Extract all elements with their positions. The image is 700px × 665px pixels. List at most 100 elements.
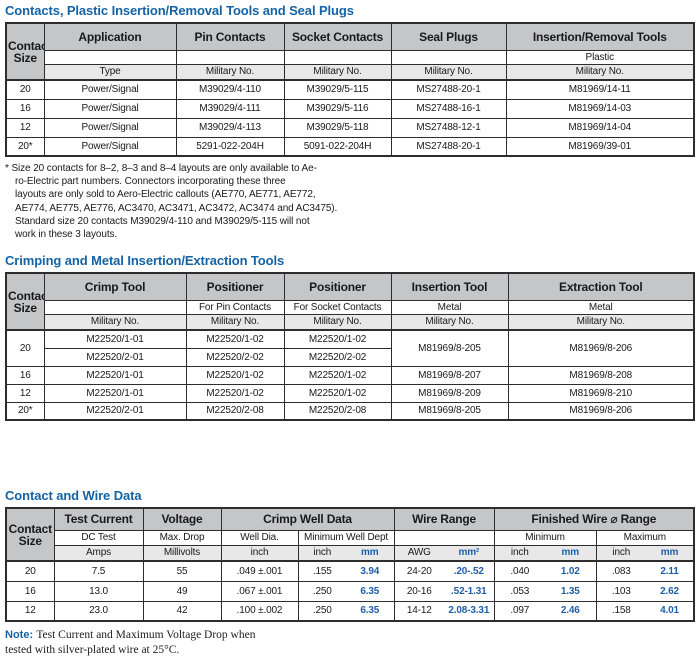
cell: 55	[142, 560, 222, 582]
cell: .158	[595, 600, 647, 622]
cell: M22520/1-02	[185, 329, 285, 349]
cell: M81969/8-206	[507, 401, 695, 421]
cell: .103	[595, 580, 647, 602]
column-header: Crimp Tool	[43, 272, 187, 301]
cell: MS27488-20-1	[390, 136, 507, 157]
contact-size-header: Contact Size	[5, 22, 45, 81]
cell: M81969/8-205	[390, 329, 509, 367]
cell: M22520/1-02	[185, 383, 285, 403]
table-row: 20* M22520/2-01 M22520/2-08 M22520/2-08 …	[5, 401, 695, 421]
table-crimping-tools: Contact Size Crimp Tool Positioner Posit…	[5, 272, 695, 421]
column-subheader: Military No.	[283, 63, 392, 81]
column-subheader: mm	[545, 544, 597, 562]
cell: Power/Signal	[43, 117, 177, 138]
column-subheader: Metal	[507, 299, 695, 315]
column-subheader: Military No.	[43, 313, 187, 331]
cell: 7.5	[53, 560, 144, 582]
cell: 16	[5, 365, 45, 385]
column-subheader: mm²	[444, 544, 495, 562]
section-title-contact-wire-data: Contact and Wire Data	[5, 488, 142, 503]
cell: 6.35	[346, 580, 395, 602]
cell: M22520/1-02	[283, 365, 392, 385]
column-subheader	[390, 49, 507, 65]
cell: 49	[142, 580, 222, 602]
footnote-line: ro-Electric part numbers. Connectors inc…	[15, 176, 286, 188]
table-row: 12 M22520/1-01 M22520/1-02 M22520/1-02 M…	[5, 383, 695, 403]
cell: 20*	[5, 136, 45, 157]
column-subheader: Max. Drop	[142, 529, 222, 546]
cell: M22520/2-08	[283, 401, 392, 421]
cell: M81969/8-210	[507, 383, 695, 403]
contact-size-line2: Size	[13, 50, 37, 65]
cell: 13.0	[53, 580, 144, 602]
contact-size-line1: Contact	[8, 288, 43, 303]
column-header: Extraction Tool	[507, 272, 695, 301]
footnote-line: layouts are only sold to Aero-Electric c…	[15, 189, 316, 201]
section-title-contacts-seal-plugs: Contacts, Plastic Insertion/Removal Tool…	[5, 3, 354, 18]
column-subheader	[43, 299, 187, 315]
table-row: 16 M22520/1-01 M22520/1-02 M22520/1-02 M…	[5, 365, 695, 385]
cell: .040	[493, 560, 546, 582]
cell: .52-1.31	[444, 580, 495, 602]
table-contacts-seal-plugs: Contact Size Application Pin Contacts So…	[5, 22, 695, 157]
column-subheader: Military No.	[505, 63, 695, 81]
column-header: Socket Contacts	[283, 22, 392, 51]
cell: .097	[493, 600, 546, 622]
cell: 42	[142, 600, 222, 622]
column-subheader: Military No.	[283, 313, 392, 331]
column-header: Pin Contacts	[175, 22, 285, 51]
cell: M81969/8-209	[390, 383, 509, 403]
footnote-line: AE774, AE775, AE776, AC3470, AC3471, AC3…	[15, 202, 338, 214]
contact-size-line2: Size	[18, 533, 42, 548]
cell: M81969/39-01	[505, 136, 695, 157]
column-header: Application	[43, 22, 177, 51]
cell: .155	[297, 560, 346, 582]
contact-size-line1: Contact	[8, 521, 52, 536]
contact-size-line1: Contact	[8, 38, 43, 53]
column-subheader: inch	[595, 544, 647, 562]
column-subheader: Minimum Well Dept	[297, 529, 395, 546]
section-contacts-seal-plugs: Contacts, Plastic Insertion/Removal Tool…	[5, 3, 695, 241]
cell: 12	[5, 117, 45, 138]
cell: .250	[297, 580, 346, 602]
cell: M22520/1-01	[43, 329, 187, 349]
table-row: 20 M22520/1-01 M22520/1-02 M22520/1-02 M…	[5, 329, 695, 367]
column-subheader: For Pin Contacts	[185, 299, 285, 315]
cell: M81969/14-11	[505, 79, 695, 100]
cell: 23.0	[53, 600, 144, 622]
table-row: 16 13.0 49 .067 ±.001 .250 6.35 20-16 .5…	[5, 580, 695, 602]
column-subheader: Well Dia.	[220, 529, 299, 546]
cell: M22520/1-02	[283, 329, 392, 349]
note-line: tested with silver-plated wire at 25°C.	[5, 644, 180, 656]
cell: M81969/14-03	[505, 98, 695, 119]
column-subheader: AWG	[393, 544, 445, 562]
table-contact-wire-data: Contact Size Test Current Voltage Crimp …	[5, 507, 696, 622]
column-header: Positioner	[283, 272, 392, 301]
cell: 24-20	[393, 560, 445, 582]
cell: M39029/5-118	[283, 117, 392, 138]
cell: 5091-022-204H	[283, 136, 392, 157]
column-subheader: Military No.	[507, 313, 695, 331]
cell: MS27488-16-1	[390, 98, 507, 119]
cell: 12	[5, 383, 45, 403]
cell: M22520/2-08	[185, 401, 285, 421]
cell: M22520/1-02	[283, 383, 392, 403]
column-subheader: Military No.	[390, 313, 509, 331]
cell: M39029/4-113	[175, 117, 285, 138]
table-row: 20 Power/Signal M39029/4-110 M39029/5-11…	[5, 79, 695, 100]
column-subheader: inch	[220, 544, 299, 562]
cell: 16	[5, 580, 55, 602]
cell: 1.35	[545, 580, 597, 602]
cell: MS27488-12-1	[390, 117, 507, 138]
contact-size-header: Contact Size	[5, 272, 45, 331]
note-label: Note:	[5, 629, 34, 641]
cell: M22520/1-02	[185, 365, 285, 385]
column-header: Wire Range	[393, 507, 495, 531]
cell: 6.35	[346, 600, 395, 622]
column-header: Test Current	[53, 507, 144, 531]
note-test-current: Note: Test Current and Maximum Voltage D…	[5, 628, 693, 658]
table-row: 20 7.5 55 .049 ±.001 .155 3.94 24-20 .20…	[5, 560, 695, 582]
cell: M81969/8-207	[390, 365, 509, 385]
cell: M81969/8-206	[507, 329, 695, 367]
